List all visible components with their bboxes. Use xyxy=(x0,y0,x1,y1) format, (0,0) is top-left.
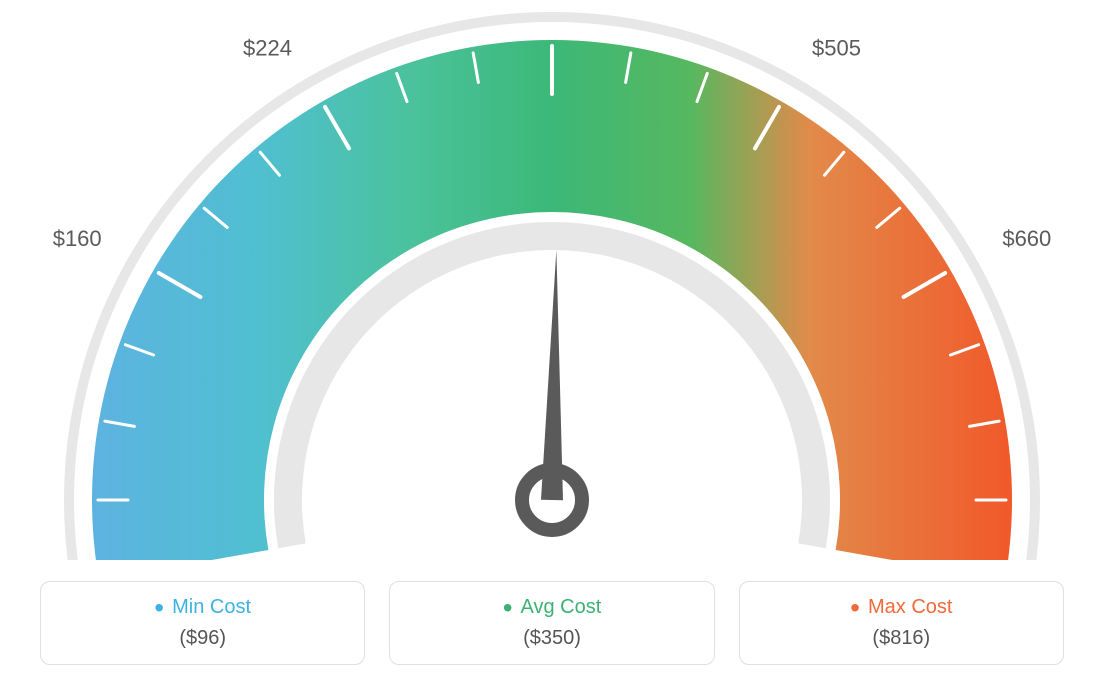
gauge-area: $96$160$224$350$505$660$816 xyxy=(0,0,1104,560)
tick-label: $224 xyxy=(243,36,292,61)
legend-avg-value: ($350) xyxy=(400,627,703,650)
legend-card-avg: Avg Cost ($350) xyxy=(389,581,714,665)
tick-label: $505 xyxy=(812,36,861,61)
gauge-chart-container: $96$160$224$350$505$660$816 Min Cost ($9… xyxy=(0,0,1104,690)
legend-card-max: Max Cost ($816) xyxy=(739,581,1064,665)
legend-avg-label: Avg Cost xyxy=(503,596,602,619)
legend-min-value: ($96) xyxy=(51,627,354,650)
gauge-svg: $96$160$224$350$505$660$816 xyxy=(0,0,1104,560)
tick-label: $160 xyxy=(53,226,102,251)
needle xyxy=(541,250,563,500)
tick-label: $660 xyxy=(1002,226,1051,251)
legend-max-label: Max Cost xyxy=(850,596,952,619)
legend-area: Min Cost ($96) Avg Cost ($350) Max Cost … xyxy=(40,581,1064,665)
legend-card-min: Min Cost ($96) xyxy=(40,581,365,665)
legend-max-value: ($816) xyxy=(750,627,1053,650)
legend-min-label: Min Cost xyxy=(154,596,251,619)
